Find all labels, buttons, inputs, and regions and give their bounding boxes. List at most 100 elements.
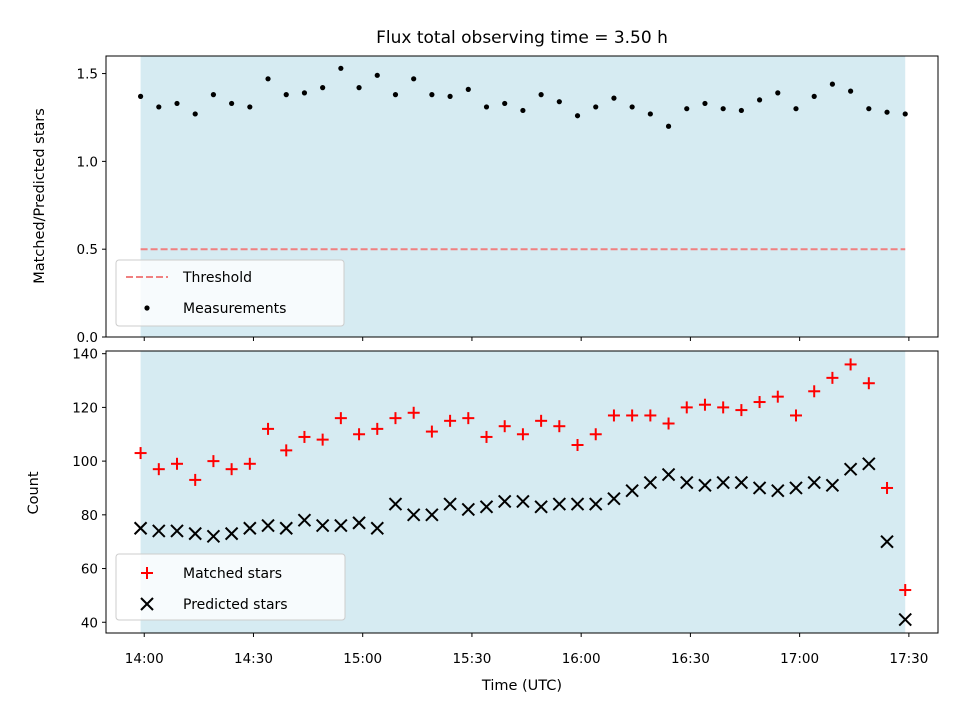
matched-star-point — [334, 412, 347, 425]
predicted-star-point — [734, 475, 749, 490]
matched-star-point — [462, 412, 475, 425]
measurement-point — [775, 90, 781, 96]
measurement-point — [811, 93, 817, 99]
measurement-point — [338, 65, 344, 71]
matched-star-point — [516, 428, 529, 441]
count-y-tick-label: 60 — [81, 562, 98, 578]
count-plot-frame — [105, 350, 939, 634]
predicted-star-point — [607, 492, 621, 506]
matched-star-point — [680, 401, 693, 414]
predicted-star-point — [352, 516, 366, 530]
count-y-tick-label: 40 — [81, 615, 98, 631]
legend-matched-swatch — [141, 567, 153, 579]
measurement-point — [210, 92, 217, 98]
matched-star-point — [881, 481, 894, 494]
matched-star-point — [480, 430, 493, 443]
measurement-point — [301, 90, 308, 96]
matched-star-point — [789, 409, 802, 422]
measurement-point — [265, 76, 271, 82]
measurement-point — [574, 113, 581, 119]
predicted-star-point — [425, 508, 439, 522]
measurement-point — [374, 72, 380, 78]
measurement-point — [156, 104, 162, 110]
count-legend: Matched stars Predicted stars — [115, 553, 346, 621]
count-legend-box — [115, 553, 346, 621]
predicted-star-point — [315, 518, 330, 533]
measurement-point — [192, 111, 198, 117]
count-x-tick-label: 16:30 — [671, 651, 710, 667]
matched-star-point — [189, 473, 202, 486]
matched-star-point — [717, 401, 730, 414]
measurement-point — [229, 100, 235, 107]
ratio-y-tick-label: 0.5 — [77, 242, 98, 258]
measurement-point — [866, 106, 872, 112]
predicted-star-point — [206, 529, 221, 544]
ratio-panel: 0.0 0.5 1.0 1.5 Matched/Predicted stars Thr… — [32, 55, 939, 346]
matched-star-point — [280, 444, 293, 457]
ratio-y-axis-label: Matched/Predicted stars — [32, 108, 48, 284]
measurement-point — [483, 104, 490, 110]
matched-star-point — [371, 422, 384, 435]
measurement-point — [611, 95, 617, 101]
predicted-star-point — [680, 475, 694, 490]
legend-threshold-label: Threshold — [182, 270, 252, 286]
chart-title: Flux total observing time = 3.50 h — [376, 28, 668, 48]
measurement-point — [647, 111, 653, 117]
predicted-star-point — [516, 494, 530, 509]
predicted-star-point — [224, 526, 239, 541]
matched-star-point — [808, 385, 821, 398]
count-x-tick-label: 15:30 — [452, 651, 491, 667]
measurement-point — [538, 92, 544, 98]
matched-star-point — [626, 409, 639, 422]
matched-star-point — [152, 463, 165, 476]
measurement-point — [902, 111, 908, 117]
predicted-star-point — [443, 497, 457, 511]
measurement-point — [320, 85, 326, 91]
measurement-point — [684, 106, 690, 112]
matched-star-point — [899, 584, 912, 597]
measurement-point — [702, 100, 708, 107]
matched-star-point — [535, 414, 548, 427]
matched-star-point — [207, 455, 220, 468]
matched-star-point — [644, 409, 657, 422]
predicted-star-point — [497, 494, 512, 509]
matched-star-point — [862, 377, 875, 390]
measurement-point — [520, 107, 526, 114]
measurement-point — [465, 86, 471, 92]
matched-star-point — [243, 457, 256, 470]
matched-star-point — [826, 371, 839, 384]
predicted-star-point — [279, 521, 293, 535]
ratio-y-tick-label: 1.5 — [77, 67, 98, 83]
matched-star-point — [225, 463, 238, 476]
measurement-point — [665, 123, 672, 129]
measurement-point — [720, 106, 726, 112]
measurement-point — [247, 104, 253, 110]
matched-star-point — [662, 417, 675, 430]
measurement-point — [392, 92, 399, 98]
measurement-point — [283, 92, 289, 98]
legend-predicted-swatch — [140, 597, 154, 611]
matched-star-point — [553, 420, 566, 433]
predicted-star-point — [552, 497, 567, 511]
predicted-star-point — [188, 526, 202, 541]
measurement-point — [429, 92, 435, 98]
predicted-star-point — [589, 497, 603, 511]
predicted-star-point — [570, 497, 585, 511]
count-x-tick-label: 14:00 — [125, 651, 164, 667]
matched-star-point — [589, 428, 602, 441]
matched-star-point — [444, 414, 457, 427]
matched-star-point — [735, 404, 748, 417]
measurement-point — [829, 81, 836, 87]
predicted-star-point — [661, 467, 676, 482]
ratio-legend: Threshold Measurements — [115, 259, 345, 327]
predicted-star-point — [461, 502, 476, 517]
measurement-point — [447, 93, 453, 99]
predicted-star-point — [843, 462, 858, 476]
legend-predicted-label: Predicted stars — [183, 597, 288, 613]
measurement-point — [356, 85, 362, 91]
measurement-point — [738, 107, 744, 114]
predicted-star-point — [152, 524, 166, 538]
predicted-star-point — [406, 508, 421, 522]
measurement-point — [411, 76, 417, 82]
